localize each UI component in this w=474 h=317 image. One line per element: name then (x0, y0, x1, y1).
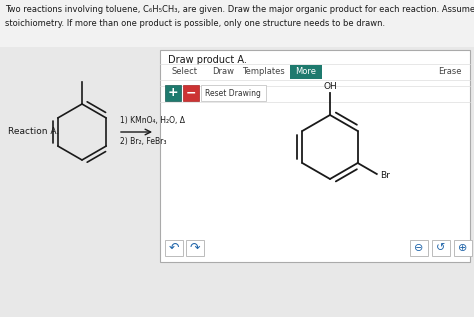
Text: 1) KMnO₄, H₂O, Δ: 1) KMnO₄, H₂O, Δ (120, 116, 185, 125)
Text: ⊕: ⊕ (458, 243, 468, 253)
Text: +: + (168, 87, 178, 100)
Bar (160, 50, 470, 262)
Bar (165, 85, 181, 101)
Bar (410, 240, 428, 256)
Text: Draw product A.: Draw product A. (168, 55, 247, 65)
Text: Draw: Draw (212, 68, 234, 76)
Text: Erase: Erase (438, 68, 462, 76)
Text: 2) Br₂, FeBr₃: 2) Br₂, FeBr₃ (120, 137, 166, 146)
Text: Reset Drawing: Reset Drawing (205, 88, 261, 98)
Text: −: − (186, 87, 196, 100)
Text: stoichiometry. If more than one product is possible, only one structure needs to: stoichiometry. If more than one product … (5, 19, 385, 28)
Text: ↷: ↷ (190, 242, 200, 255)
Text: ⊖: ⊖ (414, 243, 424, 253)
Text: ↺: ↺ (436, 243, 446, 253)
Text: Two reactions involving toluene, C₆H₅CH₃, are given. Draw the major organic prod: Two reactions involving toluene, C₆H₅CH₃… (5, 5, 474, 14)
Bar (186, 240, 204, 256)
Bar (454, 240, 472, 256)
Text: OH: OH (323, 82, 337, 91)
Text: More: More (295, 68, 317, 76)
Text: Templates: Templates (242, 68, 285, 76)
Text: Select: Select (172, 68, 198, 76)
Text: Reaction A.: Reaction A. (8, 127, 59, 137)
Bar (183, 85, 199, 101)
Bar (201, 85, 266, 101)
Text: Br: Br (380, 171, 390, 179)
Text: ↶: ↶ (169, 242, 179, 255)
Bar (165, 240, 183, 256)
Bar (432, 240, 450, 256)
Bar (0, 0, 474, 47)
Bar (290, 65, 322, 79)
